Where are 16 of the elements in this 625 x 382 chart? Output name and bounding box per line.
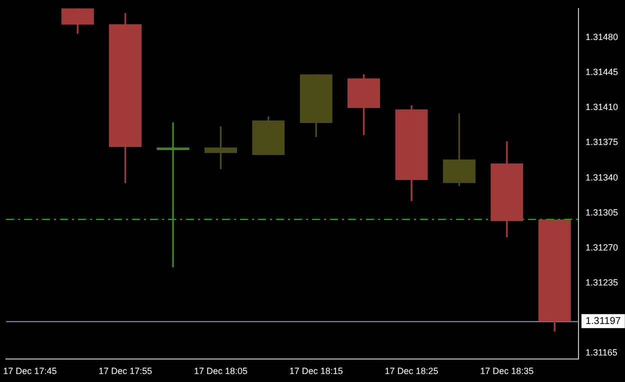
x-tick-label: 17 Dec 17:45 [3, 366, 57, 376]
y-tick-label: 1.31375 [585, 137, 618, 148]
x-tick-label: 17 Dec 18:35 [480, 366, 534, 376]
y-tick-label: 1.31445 [585, 67, 618, 78]
y-tick-label: 1.31270 [585, 242, 618, 252]
y-tick-label: 1.31410 [585, 102, 618, 112]
x-tick-label: 17 Dec 18:15 [289, 366, 343, 376]
y-tick-label: 1.31340 [585, 172, 618, 182]
y-tick-label: 1.31305 [585, 207, 618, 218]
y-tick-label: 1.31235 [585, 278, 618, 288]
y-tick-label: 1.31480 [585, 32, 618, 42]
y-tick-label: 1.31165 [585, 348, 618, 358]
ref-line-label: 1.31197 [585, 316, 622, 327]
x-tick-label: 17 Dec 18:05 [194, 366, 248, 376]
x-tick-label: 17 Dec 17:55 [98, 366, 152, 376]
x-tick-label: 17 Dec 18:25 [384, 366, 438, 376]
